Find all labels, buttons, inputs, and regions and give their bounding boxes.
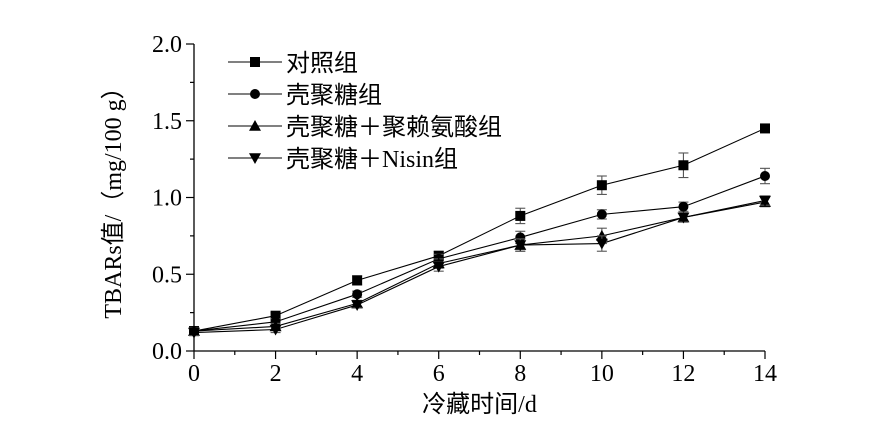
legend-marker	[249, 153, 261, 164]
y-tick-label: 1.0	[152, 186, 182, 212]
data-point	[351, 300, 364, 311]
data-point	[352, 289, 363, 300]
x-tick-label: 6	[433, 361, 445, 387]
y-tick-label: 0.0	[152, 339, 182, 365]
x-tick-label: 8	[514, 361, 526, 387]
data-point	[188, 327, 200, 339]
x-axis-title: 冷藏时间/d	[422, 391, 537, 418]
data-point	[595, 229, 608, 241]
legend-label: 壳聚糖＋聚赖氨酸组	[286, 114, 502, 141]
y-ticks: 0.0 0.5 1.0 1.5 2.0	[152, 32, 194, 365]
data-point	[595, 238, 608, 250]
x-tick-label: 12	[671, 361, 695, 387]
legend-marker	[249, 120, 261, 131]
y-tick-label: 2.0	[152, 32, 182, 58]
series-layer	[188, 123, 771, 339]
data-point	[515, 232, 526, 243]
y-tick-label: 1.5	[152, 109, 182, 135]
x-tick-label: 2	[270, 361, 282, 387]
legend-marker	[250, 89, 260, 99]
x-tick-label: 10	[590, 361, 614, 387]
y-tick-label: 0.5	[152, 262, 182, 288]
series-line	[193, 201, 766, 332]
x-tick-label: 14	[753, 361, 777, 387]
series-line	[193, 200, 766, 334]
legend-label: 壳聚糖组	[286, 82, 382, 109]
y-axis-title: TBARs值/（mg/100 g）	[100, 75, 127, 318]
legend-item: 壳聚糖＋Nisin组	[228, 146, 458, 173]
legend-item: 壳聚糖组	[228, 82, 382, 109]
data-point	[759, 195, 771, 207]
data-point	[677, 212, 690, 224]
x-tick-label: 0	[188, 361, 200, 387]
data-point	[678, 201, 689, 212]
legend-label: 对照组	[286, 50, 358, 77]
series-line	[193, 127, 766, 332]
legend-item: 壳聚糖＋聚赖氨酸组	[228, 114, 502, 141]
legend-marker	[250, 57, 260, 67]
data-point	[596, 209, 607, 220]
data-point	[352, 275, 363, 286]
x-tick-label: 4	[351, 361, 363, 387]
series-1	[189, 123, 770, 337]
legend-item: 对照组	[228, 50, 358, 77]
data-point	[596, 180, 607, 191]
series-4	[188, 195, 771, 339]
x-ticks: 0 2 4 6 8 10 12 14	[188, 351, 777, 387]
data-point	[678, 160, 689, 171]
data-point	[760, 123, 770, 134]
data-point	[432, 261, 445, 273]
data-point	[269, 324, 282, 336]
legend-label: 壳聚糖＋Nisin组	[286, 146, 458, 173]
data-point	[270, 310, 281, 321]
data-point	[515, 210, 526, 221]
data-point	[514, 240, 527, 252]
data-point	[760, 171, 770, 182]
axes	[193, 44, 765, 352]
series-line	[193, 175, 766, 332]
